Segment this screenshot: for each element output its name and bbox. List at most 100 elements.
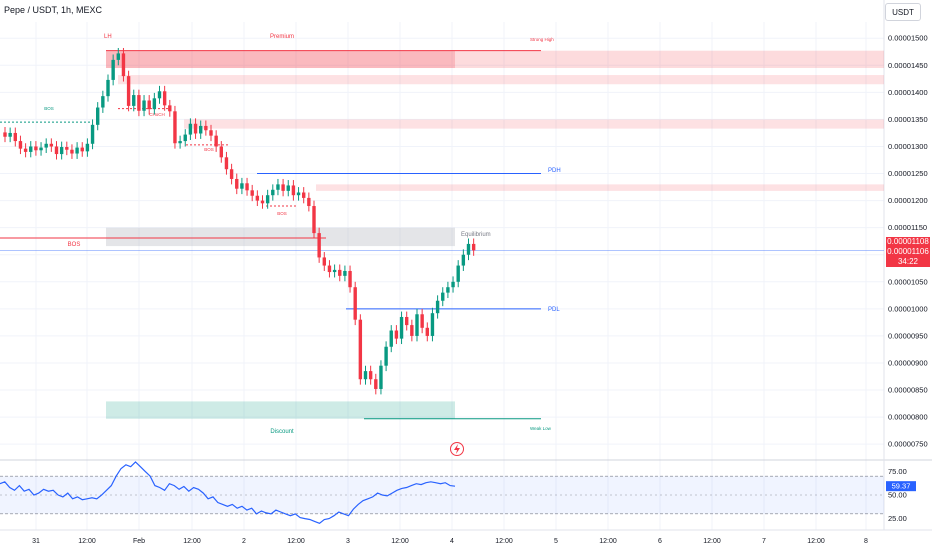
x-tick-label: 12:00 xyxy=(599,538,617,545)
candle-body xyxy=(461,254,466,266)
candle-body xyxy=(70,149,74,154)
rsi-y-tick-label: 75.00 xyxy=(888,467,907,476)
candle-body xyxy=(363,371,368,380)
currency-button[interactable]: USDT xyxy=(885,3,921,21)
candle-body xyxy=(235,178,239,189)
candle-body xyxy=(430,313,435,336)
rsi-line xyxy=(0,461,456,524)
candle-body xyxy=(379,365,383,389)
candle-body xyxy=(173,111,177,144)
candle-body xyxy=(240,183,244,189)
candle-body xyxy=(302,192,306,198)
premium-label: Premium xyxy=(270,34,294,40)
candle-body xyxy=(209,130,213,136)
candle-body xyxy=(39,147,43,151)
supply-zone-3 xyxy=(316,184,884,191)
y-tick-label: 0.00000950 xyxy=(888,331,928,340)
candle-body xyxy=(13,132,17,142)
y-tick-label: 0.00001250 xyxy=(888,169,928,178)
pdh-label: PDH xyxy=(548,168,561,174)
candle-body xyxy=(348,270,352,288)
rsi-y-tick-label: 25.00 xyxy=(888,514,907,523)
supply-zone-2 xyxy=(184,119,884,129)
choch-label: CHoCH xyxy=(149,112,165,117)
candle-body xyxy=(80,147,84,152)
candle-body xyxy=(255,195,260,201)
x-tick-label: 12:00 xyxy=(183,538,201,545)
candle-body xyxy=(193,123,198,134)
candle-body xyxy=(65,147,69,150)
candle-body xyxy=(441,292,445,301)
x-tick-label: 4 xyxy=(450,538,454,545)
candle-body xyxy=(368,371,373,380)
candle-body xyxy=(451,281,455,288)
y-tick-label: 0.00001200 xyxy=(888,196,928,205)
y-tick-label: 0.00001500 xyxy=(888,34,928,43)
chart-title: Pepe / USDT, 1h, MEXC xyxy=(4,5,103,15)
candle-body xyxy=(399,316,404,339)
candle-body xyxy=(435,300,440,314)
candle-body xyxy=(142,100,146,111)
x-tick-label: 12:00 xyxy=(78,538,96,545)
bos-left-label: BOS xyxy=(44,106,54,111)
candle-body xyxy=(18,141,23,149)
discount-label: Discount xyxy=(270,429,294,435)
candle-body xyxy=(466,243,471,255)
y-tick-label: 0.00000800 xyxy=(888,413,928,422)
candle-body xyxy=(394,330,399,339)
candle-body xyxy=(425,327,429,336)
candle-body xyxy=(265,195,270,204)
candle-body xyxy=(126,76,131,106)
candle-body xyxy=(389,330,393,347)
candle-body xyxy=(276,184,280,190)
x-tick-label: 5 xyxy=(554,538,558,545)
candle-body xyxy=(312,206,316,234)
candle-body xyxy=(281,184,285,191)
candle-body xyxy=(291,185,296,196)
lh-label: LH xyxy=(104,34,112,40)
candle-body xyxy=(3,132,7,137)
bos-low-label: BOS xyxy=(277,211,287,216)
candle-body xyxy=(307,197,311,207)
candle-body xyxy=(106,79,110,97)
y-tick-label: 0.00001450 xyxy=(888,61,928,70)
candle-body xyxy=(204,125,208,131)
candle-body xyxy=(59,147,64,155)
bos-big-label: BOS xyxy=(68,242,81,248)
last-price-tag: 0.00001108 xyxy=(886,237,930,247)
candle-body xyxy=(111,59,115,80)
lightning-icon[interactable] xyxy=(449,441,465,457)
candle-body xyxy=(121,53,126,77)
candle-body xyxy=(199,125,203,134)
equilibrium-label: Equilibrium xyxy=(461,232,491,238)
rsi-value-label: 59.37 xyxy=(892,482,911,491)
candle-body xyxy=(23,148,28,152)
candle-body xyxy=(132,95,136,106)
candle-body xyxy=(343,270,347,276)
rsi-y-tick-label: 50.00 xyxy=(888,491,907,500)
discount-zone xyxy=(106,401,455,419)
candle-body xyxy=(54,146,59,155)
candle-body xyxy=(8,132,12,137)
candle-body xyxy=(410,325,414,336)
bos-mid-label: BOS xyxy=(204,147,214,152)
candle-body xyxy=(332,269,337,273)
candle-body xyxy=(188,123,193,135)
weak-low-label: Weak Low xyxy=(530,426,552,431)
candle-body xyxy=(317,233,321,258)
candle-body xyxy=(456,265,460,282)
rsi-value-tag xyxy=(886,481,916,492)
y-tick-label: 0.00001150 xyxy=(888,223,927,232)
candle-body xyxy=(178,141,182,144)
x-tick-label: 31 xyxy=(32,538,40,545)
countdown-tag: 34:22 xyxy=(886,257,930,267)
x-tick-label: 2 xyxy=(242,538,246,545)
x-tick-label: 12:00 xyxy=(807,538,825,545)
candle-body xyxy=(101,96,105,108)
candle-body xyxy=(183,134,187,142)
equilibrium-zone xyxy=(106,227,455,247)
x-tick-label: 12:00 xyxy=(495,538,513,545)
candle-body xyxy=(420,314,424,328)
candle-body xyxy=(224,157,229,170)
